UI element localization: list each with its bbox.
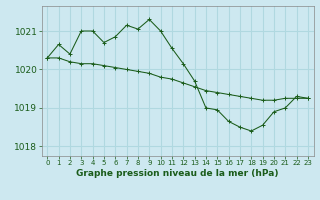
X-axis label: Graphe pression niveau de la mer (hPa): Graphe pression niveau de la mer (hPa)	[76, 169, 279, 178]
